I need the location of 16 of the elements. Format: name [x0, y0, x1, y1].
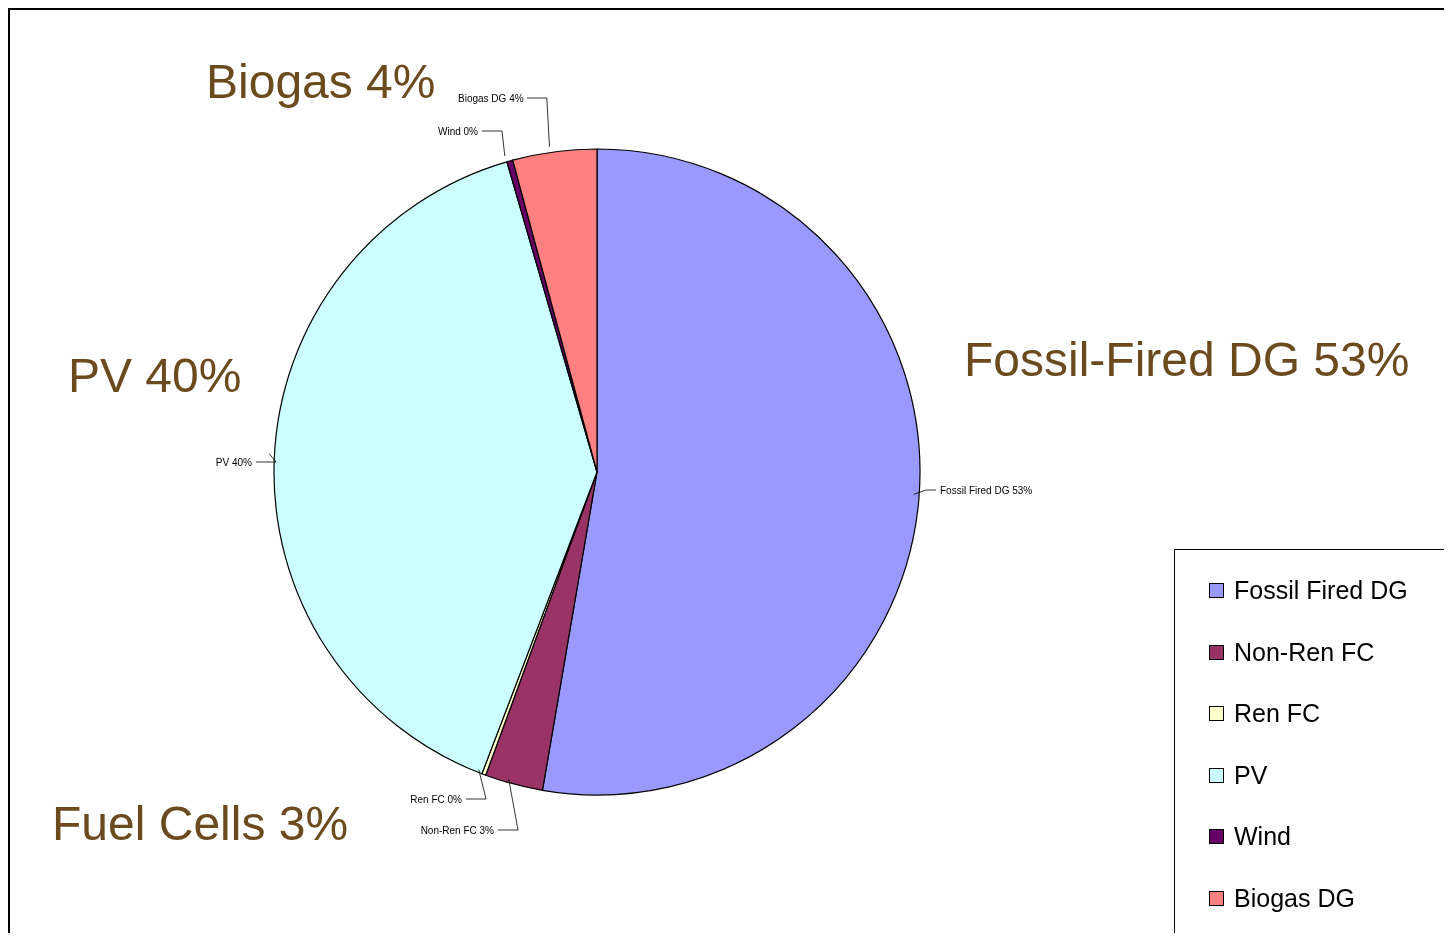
legend-label: Ren FC — [1234, 699, 1321, 729]
legend-label: Wind — [1234, 822, 1291, 852]
category-label: Ren FC 0% — [410, 794, 462, 805]
category-label: Fossil Fired DG 53% — [940, 485, 1033, 496]
text: Fossil-Fired DG 53% — [964, 332, 1410, 387]
category-label: PV 40% — [215, 457, 252, 468]
text: Fuel Cells 3% — [52, 796, 349, 851]
legend-label: Fossil Fired DG — [1234, 576, 1408, 606]
text: Biogas 4% — [206, 54, 436, 109]
category-label: Non-Ren FC 3% — [420, 825, 494, 836]
legend-label: PV — [1234, 760, 1268, 790]
category-label: Biogas DG 4% — [458, 93, 524, 104]
legend-label: Non-Ren FC — [1234, 637, 1375, 667]
text: PV 40% — [68, 348, 242, 403]
category-label: Wind 0% — [437, 126, 478, 137]
legend-label: Biogas DG — [1234, 883, 1355, 913]
